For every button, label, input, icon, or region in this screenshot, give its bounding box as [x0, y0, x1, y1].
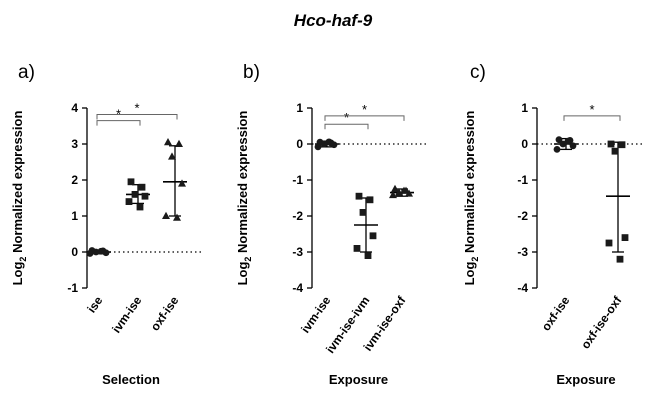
chart-panel-2: b) -4 -3 -2 -1 0 1 Log2 Normalized expression Ex…: [235, 62, 428, 387]
panel-letter: b): [243, 62, 260, 83]
series-oxf-ise: [553, 136, 578, 153]
data-point: [400, 186, 408, 194]
category-label: ivm-ise: [298, 293, 333, 335]
x-axis-label: Exposure: [556, 372, 615, 387]
panel-letter: a): [18, 62, 35, 83]
bracket-line: [96, 120, 141, 126]
chart-panel-1: a) -1 0 1 2 3 4 Log2 Normalized expression Selec…: [10, 62, 201, 387]
y-tick-label: 3: [71, 137, 78, 151]
y-tick-label: 1: [296, 101, 303, 115]
data-point: [325, 138, 333, 146]
significance-label: *: [134, 100, 139, 115]
data-point: [97, 247, 105, 255]
data-point: [364, 252, 372, 259]
data-point: [353, 245, 361, 252]
y-tick-label: -3: [517, 245, 528, 259]
data-point: [131, 191, 139, 198]
y-tick-label: -4: [517, 281, 528, 295]
data-point: [389, 190, 397, 199]
x-axis-label: Selection: [102, 372, 160, 387]
data-point: [616, 255, 624, 263]
chart-panel-3: c) -4 -3 -2 -1 0 1 Log2 Normalized expression Ex…: [462, 62, 644, 387]
data-point: [173, 213, 181, 221]
data-point: [330, 141, 338, 149]
series-oxf-ise: [162, 138, 187, 221]
significance-bracket: *: [96, 100, 178, 120]
series-ivm-ise: [314, 138, 339, 151]
category-label: oxf-ise-oxf: [578, 293, 625, 352]
figure-title: Hco-haf-9: [294, 11, 373, 30]
data-point: [168, 152, 176, 160]
data-point: [359, 209, 367, 216]
y-tick-label: -1: [292, 173, 303, 187]
y-tick-label: -2: [517, 209, 528, 223]
data-point: [366, 196, 374, 204]
data-point: [553, 146, 561, 153]
chart-panels: a) -1 0 1 2 3 4 Log2 Normalized expression Selec…: [10, 62, 644, 387]
data-point: [605, 239, 613, 247]
y-tick-label: 2: [71, 173, 78, 187]
data-point: [86, 250, 94, 257]
significance-label: *: [589, 102, 594, 117]
y-axis-label: Log2 Normalized expression: [235, 111, 253, 286]
data-point: [136, 203, 144, 211]
data-point: [314, 143, 322, 151]
significance-label: *: [344, 110, 349, 125]
data-point: [125, 198, 133, 205]
significance-label: *: [362, 102, 367, 117]
data-point: [127, 178, 135, 186]
significance-bracket: *: [563, 102, 621, 121]
series-ivm-ise-ivm: [353, 192, 378, 259]
x-axis-label: Exposure: [329, 372, 388, 387]
significance-bracket: *: [324, 110, 369, 130]
data-point: [405, 189, 413, 197]
bracket-line: [324, 123, 369, 130]
bracket-line: [324, 115, 405, 121]
series-ivm-ise-oxf: [389, 184, 414, 199]
y-tick-label: 1: [71, 209, 78, 223]
series-ivm-ise: [125, 178, 150, 211]
data-point: [559, 140, 567, 148]
data-point: [391, 184, 399, 192]
data-point: [178, 179, 186, 187]
category-label: oxf-ise: [148, 293, 182, 333]
y-tick-label: 0: [296, 137, 303, 151]
series-ise: [86, 247, 111, 257]
data-point: [564, 137, 572, 145]
y-tick-label: 0: [521, 137, 528, 151]
y-tick-label: -1: [517, 173, 528, 187]
y-tick-label: -1: [67, 281, 78, 295]
data-point: [355, 192, 363, 200]
significance-bracket: *: [324, 102, 405, 121]
data-point: [141, 192, 149, 200]
y-axis-label: Log2 Normalized expression: [10, 111, 28, 286]
bracket-line: [563, 115, 621, 121]
data-point: [607, 140, 615, 148]
y-tick-label: -3: [292, 245, 303, 259]
data-point: [555, 136, 563, 144]
panel-letter: c): [470, 62, 486, 83]
data-point: [92, 248, 100, 256]
bracket-line: [96, 113, 178, 120]
category-label: ivm-ise: [109, 293, 144, 335]
y-axis-label: Log2 Normalized expression: [462, 111, 480, 286]
data-point: [569, 142, 577, 150]
series-oxf-ise-oxf: [605, 140, 630, 263]
data-point: [611, 147, 619, 155]
category-label: ise: [84, 293, 105, 315]
y-tick-label: 0: [71, 245, 78, 259]
data-point: [162, 211, 170, 219]
data-point: [618, 141, 626, 149]
data-point: [138, 183, 146, 191]
data-point: [175, 139, 183, 147]
category-label: oxf-ise: [539, 293, 573, 333]
y-tick-label: 1: [521, 101, 528, 115]
y-tick-label: -4: [292, 281, 303, 295]
y-tick-label: 4: [71, 101, 78, 115]
data-point: [621, 234, 629, 241]
data-point: [369, 232, 377, 240]
y-tick-label: -2: [292, 209, 303, 223]
data-point: [164, 138, 172, 146]
